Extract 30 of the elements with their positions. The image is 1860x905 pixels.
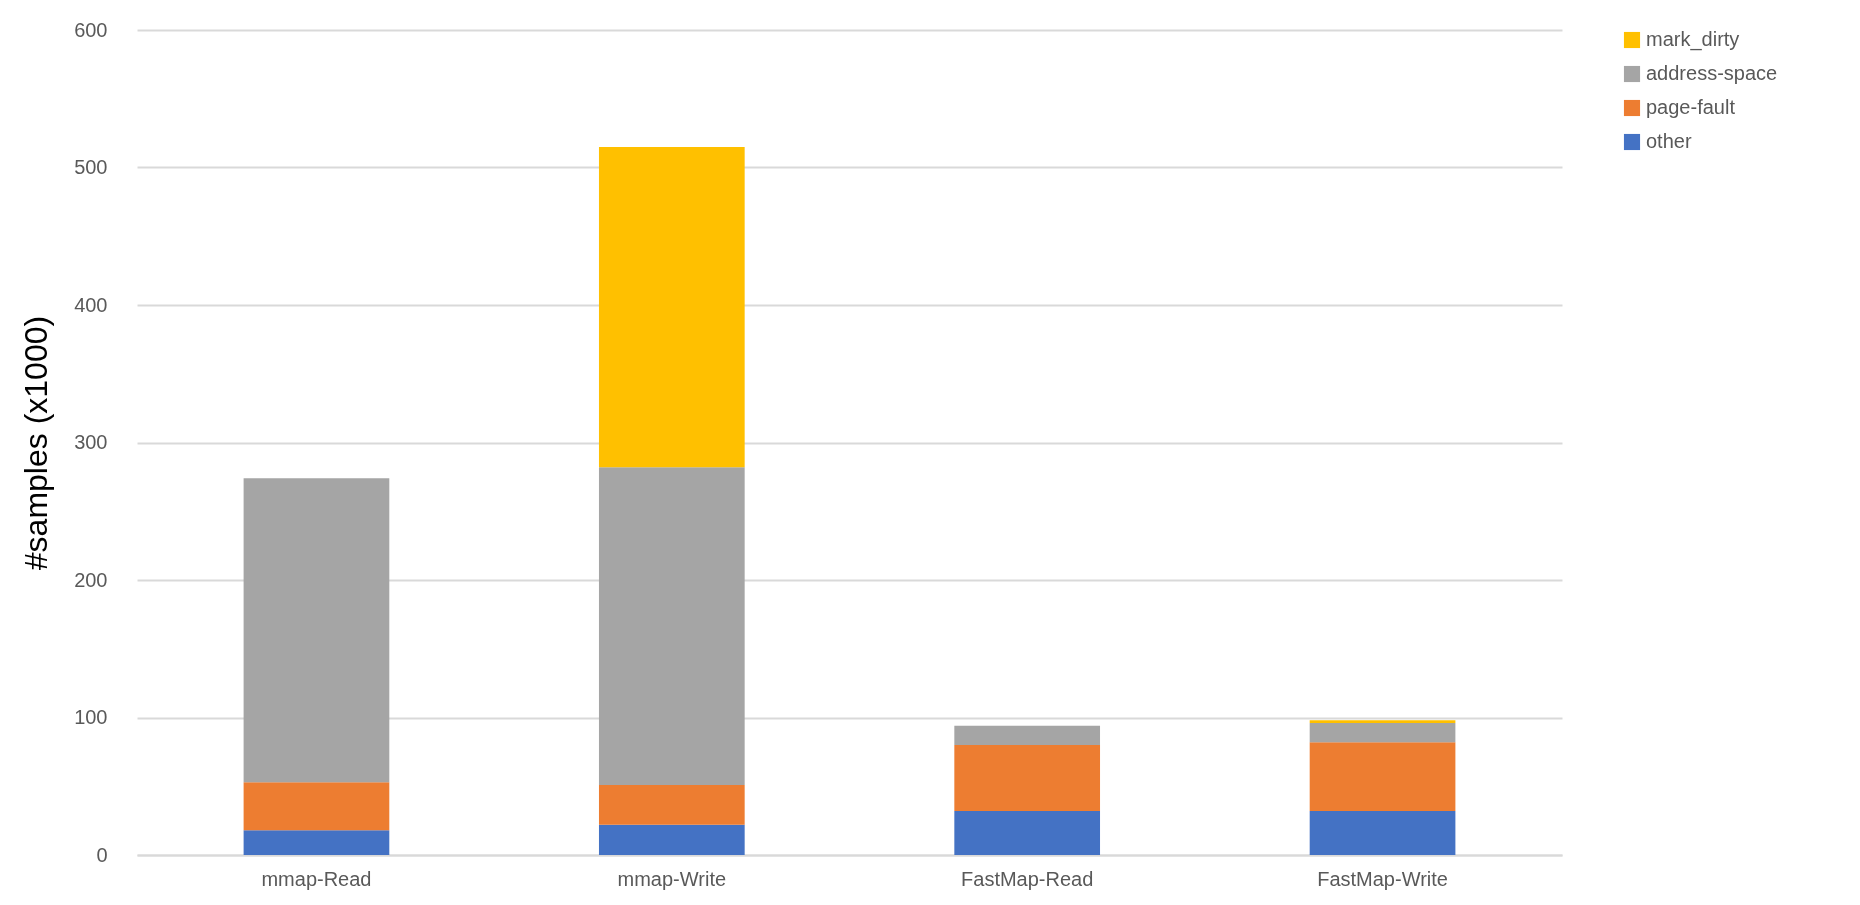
legend-label: other <box>1646 130 1692 152</box>
bar <box>598 146 745 468</box>
bar <box>954 811 1101 855</box>
x-tick-label: FastMap-Write <box>1317 867 1448 890</box>
bar <box>243 830 390 855</box>
legend-label: page-fault <box>1646 96 1736 118</box>
x-tick-label: mmap-Read <box>261 867 372 890</box>
bar <box>1309 720 1456 723</box>
x-tick-label: FastMap-Read <box>961 867 1094 890</box>
y-tick-label: 400 <box>74 293 108 316</box>
y-tick-label: 200 <box>74 568 108 591</box>
bar <box>1309 723 1456 743</box>
bar <box>954 745 1101 811</box>
bar <box>954 725 1101 745</box>
y-tick-label: 500 <box>74 156 108 178</box>
legend-label: mark_dirty <box>1646 28 1740 51</box>
legend-label: address-space <box>1646 62 1778 84</box>
bar <box>598 824 745 855</box>
y-tick-label: 0 <box>96 843 108 866</box>
y-tick-label: 300 <box>74 431 108 453</box>
bar <box>598 467 745 785</box>
bar <box>1309 811 1456 855</box>
y-axis-title: #samples (x1000) <box>18 315 55 571</box>
y-tick-label: 100 <box>74 706 108 728</box>
bar <box>243 478 390 783</box>
bar <box>1309 742 1456 811</box>
y-tick-label: 600 <box>74 18 108 41</box>
bar <box>243 782 390 831</box>
x-tick-label: mmap-Write <box>617 867 727 890</box>
bar <box>598 784 745 825</box>
